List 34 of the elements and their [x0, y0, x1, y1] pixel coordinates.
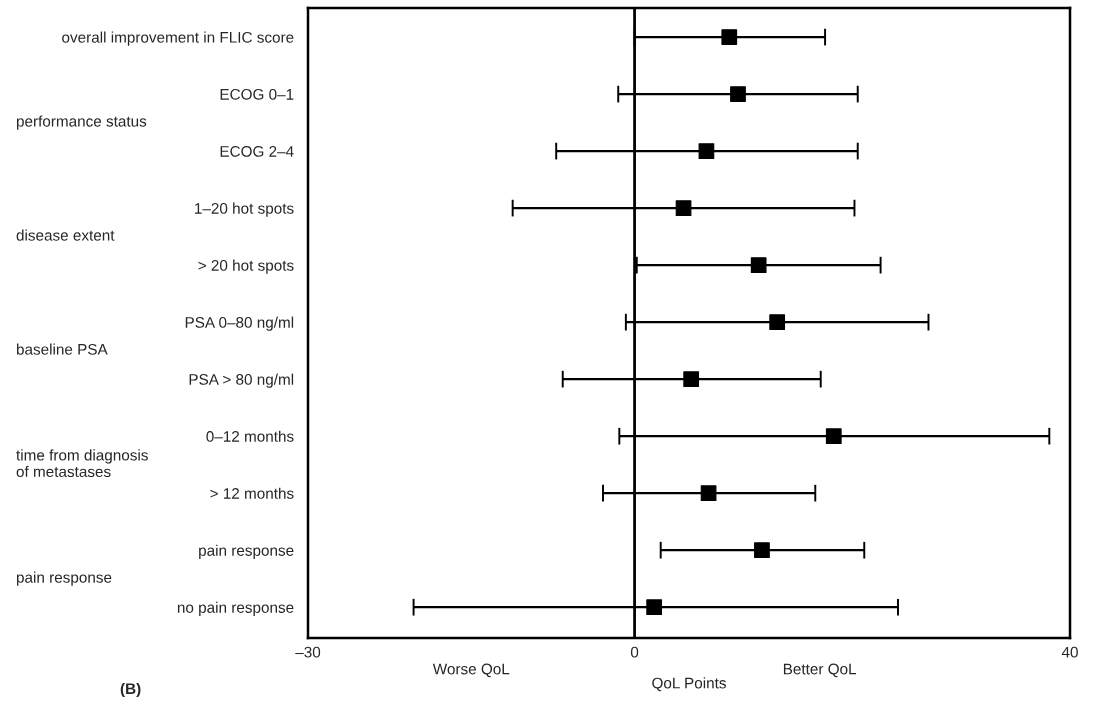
- x-tick-label: –30: [295, 646, 321, 658]
- y-tick-label: PSA > 80 ng/ml: [189, 373, 294, 388]
- y-tick-label: no pain response: [177, 601, 294, 616]
- y-tick-label: PSA 0–80 ng/ml: [185, 316, 294, 331]
- point: [698, 143, 715, 159]
- y-tick-label: > 12 months: [210, 487, 294, 499]
- x-tick-label: 40: [1061, 646, 1078, 658]
- point: [646, 599, 663, 616]
- text: Better QoL: [783, 663, 857, 678]
- text: pain response: [16, 571, 112, 586]
- point: [700, 485, 717, 502]
- point: [754, 542, 770, 559]
- y-tick-label: 1–20 hot spots: [195, 202, 294, 217]
- y-tick-label: pain response: [199, 544, 294, 559]
- y-tick-label: ECOG 2–4: [220, 145, 294, 157]
- point: [730, 86, 746, 102]
- point: [750, 257, 767, 273]
- text: time from diagnosis of metastases: [16, 449, 148, 478]
- x-tick-label: 0: [630, 646, 639, 658]
- point: [683, 371, 700, 388]
- point: [675, 200, 692, 216]
- text: disease extent: [16, 229, 115, 241]
- y-tick-label: ECOG 0–1: [220, 88, 294, 100]
- text: Worse QoL: [432, 663, 510, 678]
- y-tick-label: overall improvement in FLIC score: [62, 31, 294, 46]
- text: performance status: [16, 115, 147, 130]
- point: [721, 29, 738, 45]
- point: [825, 428, 842, 445]
- x-axis-title: QoL Points: [652, 677, 726, 692]
- text: (B): [120, 682, 141, 698]
- y-tick-label: > 20 hot spots: [198, 259, 294, 274]
- point: [769, 314, 786, 331]
- y-tick-label: 0–12 months: [206, 430, 294, 442]
- text: baseline PSA: [16, 343, 108, 355]
